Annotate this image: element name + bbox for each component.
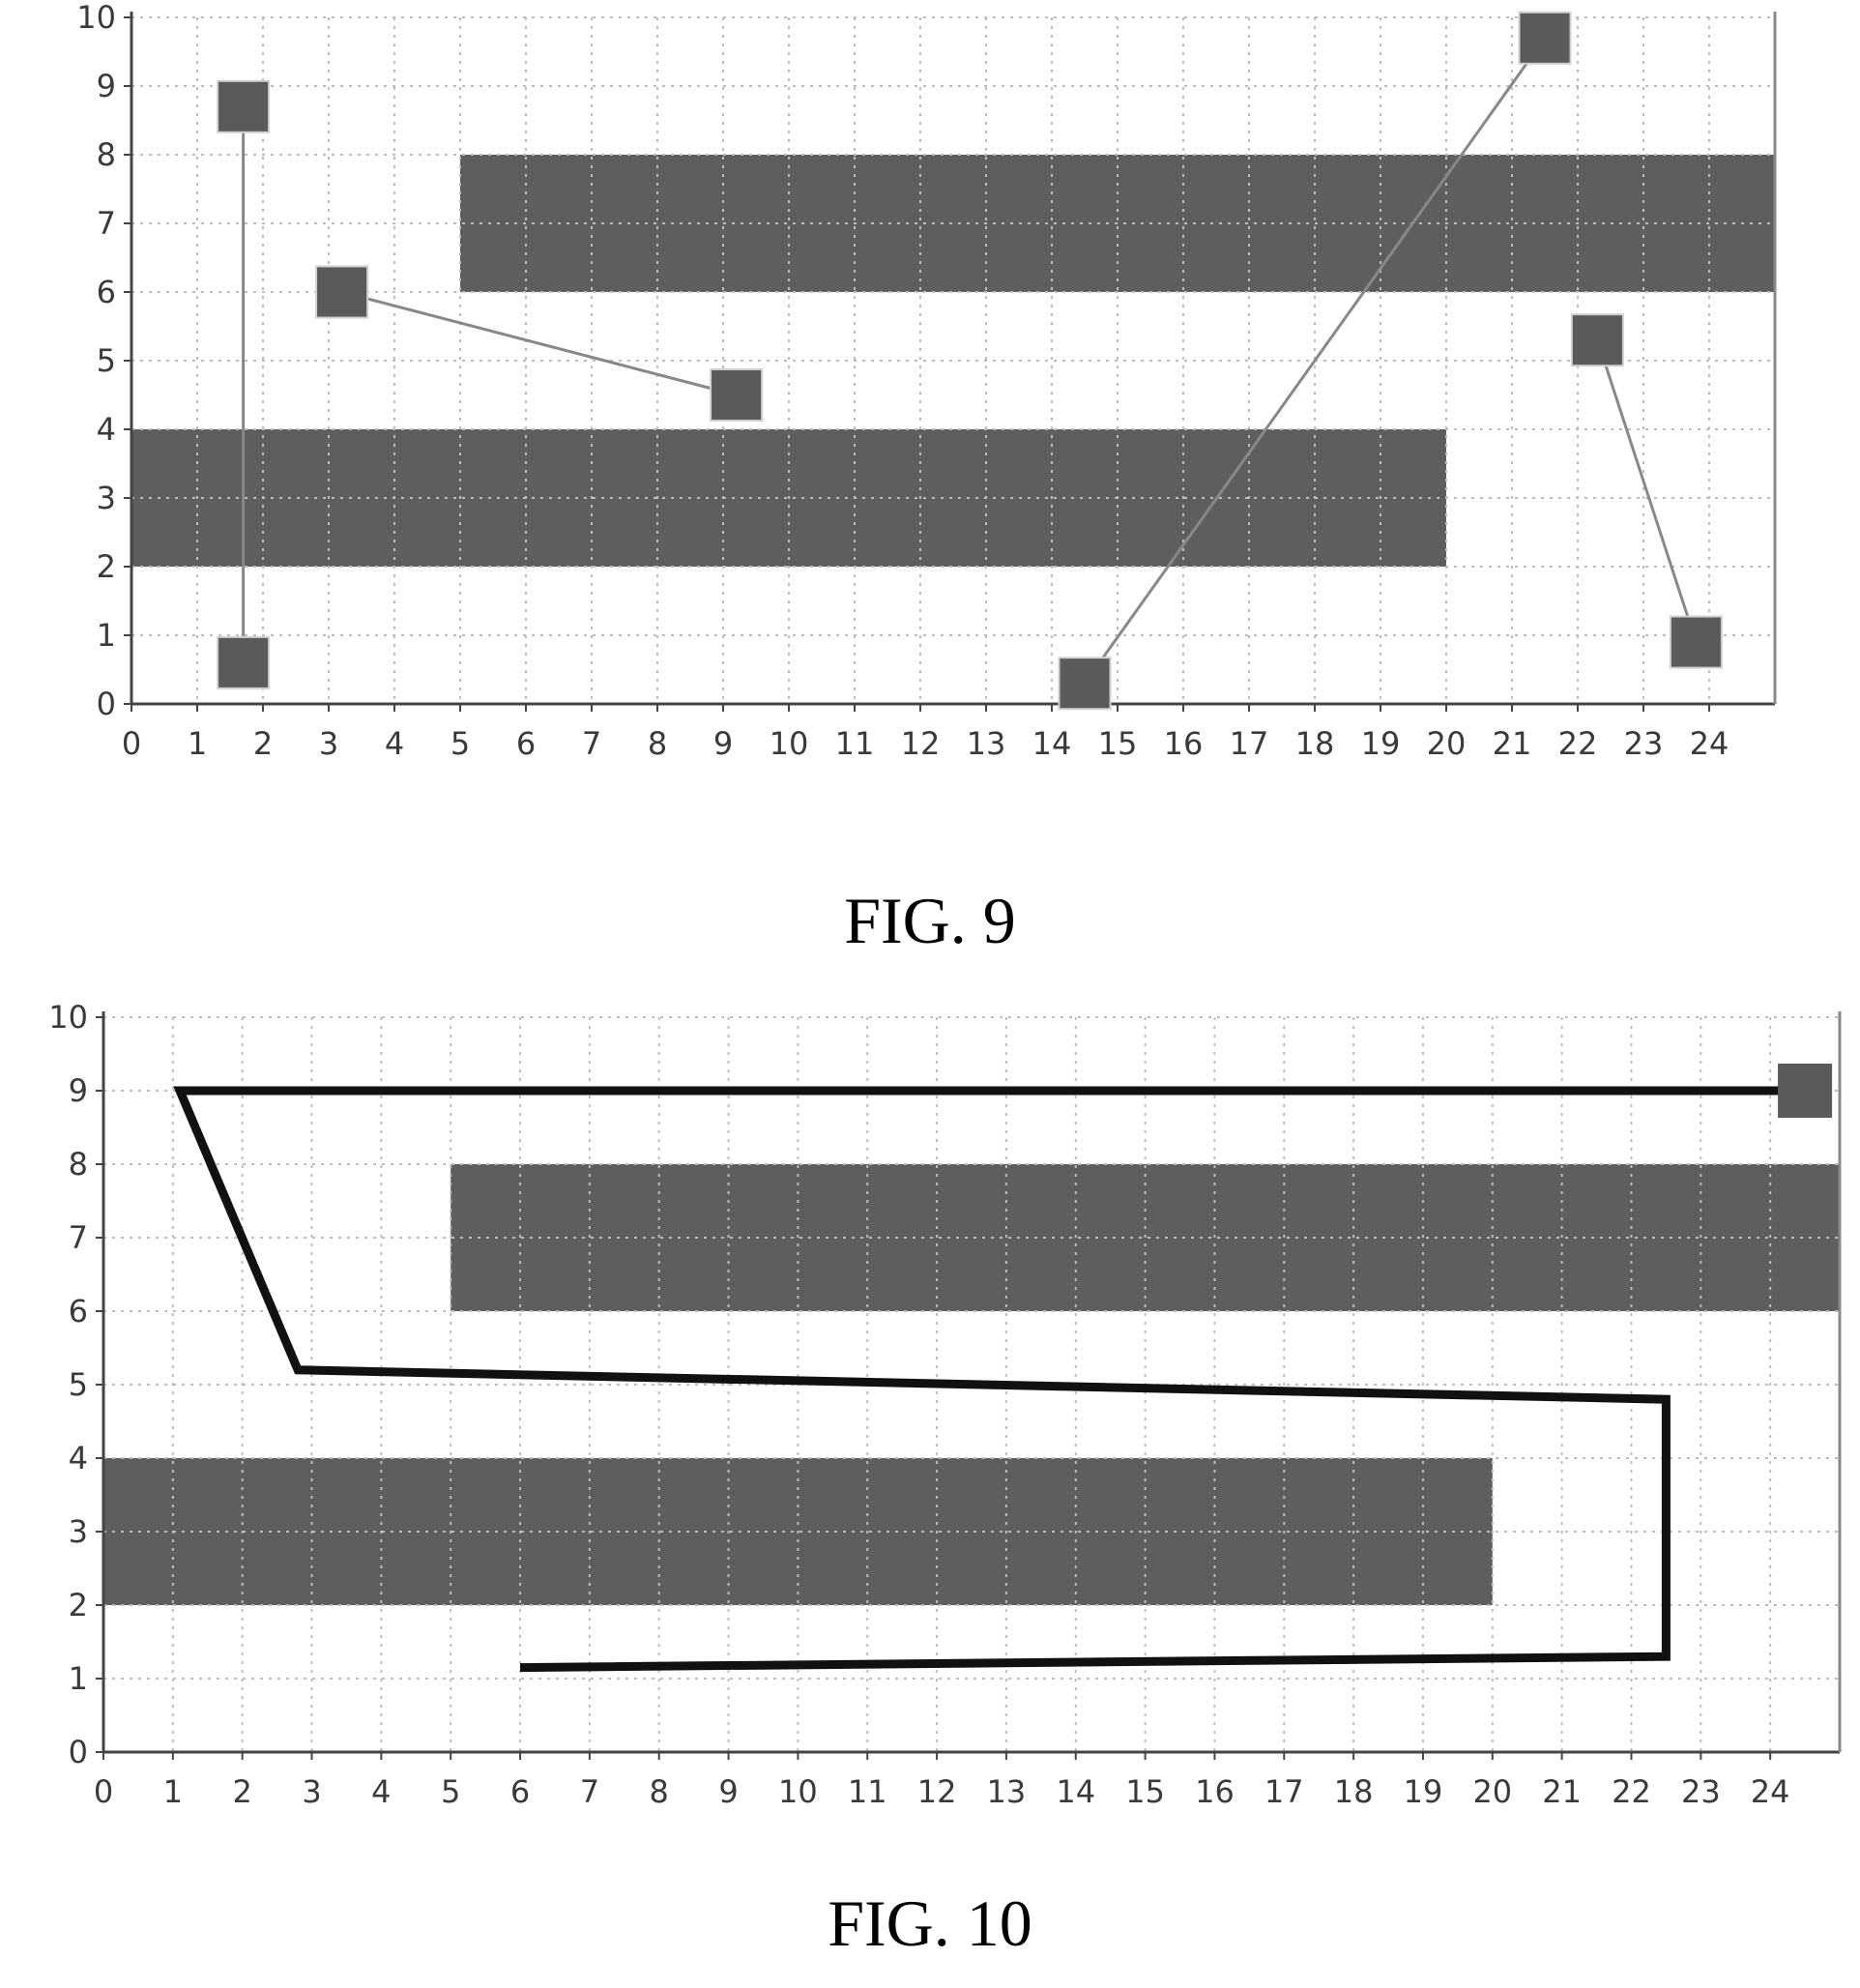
x-tick-label: 17	[1264, 1773, 1304, 1810]
y-tick-label: 5	[69, 1366, 88, 1403]
x-tick-label: 12	[901, 725, 941, 762]
route-path	[173, 1086, 1806, 1673]
fig10-caption: FIG. 10	[828, 1886, 1032, 1960]
x-tick-label: 21	[1542, 1773, 1582, 1810]
y-tick-label: 7	[97, 205, 116, 242]
x-tick-label: 3	[319, 725, 338, 762]
x-tick-label: 7	[580, 1773, 599, 1810]
waypoint-marker	[1669, 615, 1723, 669]
x-tick-label: 14	[1056, 1773, 1095, 1810]
x-tick-label: 0	[94, 1773, 113, 1810]
fig9-chart: 0 1 2 3 4 5 6 7 8 9 10 11 12 13 14 15 16 17 18 19 20 21 22 23 24…	[76, 0, 1777, 762]
x-tick-label: 8	[648, 725, 667, 762]
y-tick-label: 3	[97, 480, 116, 516]
connection-line	[1083, 37, 1547, 685]
y-tick-label: 9	[97, 68, 116, 104]
x-tick-label: 13	[967, 725, 1006, 762]
x-tick-label: 19	[1361, 725, 1401, 762]
fig9-caption: FIG. 9	[844, 884, 1016, 957]
x-tick-label: 6	[510, 1773, 530, 1810]
y-tick-label: 4	[97, 411, 116, 448]
connection-line	[341, 290, 737, 396]
waypoint-marker	[217, 79, 271, 133]
y-tick-label: 10	[76, 0, 116, 36]
x-tick-label: 12	[917, 1773, 957, 1810]
x-tick-label: 11	[835, 725, 875, 762]
x-tick-label: 9	[718, 1773, 738, 1810]
x-tick-label: 8	[650, 1773, 669, 1810]
x-tick-label: 7	[582, 725, 601, 762]
waypoint-marker	[217, 635, 271, 689]
x-tick-label: 4	[371, 1773, 391, 1810]
x-tick-label: 18	[1334, 1773, 1374, 1810]
x-tick-label: 2	[253, 725, 273, 762]
y-tick-label: 10	[48, 999, 88, 1036]
x-tick-label: 5	[441, 1773, 460, 1810]
connection-line	[1595, 339, 1698, 643]
x-tick-label: 17	[1230, 725, 1269, 762]
x-tick-label: 10	[770, 725, 809, 762]
x-tick-label: 5	[450, 725, 470, 762]
y-tick-label: 3	[69, 1513, 88, 1550]
y-tick-label: 9	[69, 1072, 88, 1109]
waypoint-marker	[1518, 11, 1572, 65]
y-tick-label: 2	[69, 1587, 88, 1623]
x-tick-label: 13	[987, 1773, 1027, 1810]
x-tick-label: 1	[188, 725, 207, 762]
x-tick-label: 1	[163, 1773, 183, 1810]
x-tick-label: 16	[1164, 725, 1204, 762]
x-tick-label: 15	[1098, 725, 1138, 762]
waypoint-marker	[1778, 1063, 1833, 1119]
x-tick-label: 23	[1624, 725, 1664, 762]
x-tick-label: 14	[1032, 725, 1072, 762]
y-tick-label: 1	[97, 617, 116, 654]
y-tick-label: 1	[69, 1660, 88, 1697]
y-tick-label: 7	[69, 1219, 88, 1256]
x-tick-label: 20	[1472, 1773, 1512, 1810]
x-tick-label: 2	[233, 1773, 252, 1810]
y-tick-label: 8	[97, 136, 116, 173]
x-tick-label: 23	[1681, 1773, 1721, 1810]
x-tick-label: 21	[1493, 725, 1532, 762]
x-tick-label: 11	[848, 1773, 887, 1810]
x-tick-label: 16	[1195, 1773, 1235, 1810]
x-tick-label: 0	[122, 725, 141, 762]
x-tick-label: 22	[1612, 1773, 1651, 1810]
y-tick-label: 0	[97, 686, 116, 722]
x-tick-label: 4	[385, 725, 404, 762]
waypoint-marker	[1570, 313, 1624, 367]
x-tick-label: 24	[1690, 725, 1729, 762]
x-tick-label: 19	[1404, 1773, 1443, 1810]
x-tick-label: 6	[516, 725, 536, 762]
y-tick-label: 6	[69, 1293, 88, 1330]
x-tick-label: 10	[778, 1773, 818, 1810]
x-tick-label: 24	[1751, 1773, 1790, 1810]
x-tick-label: 20	[1427, 725, 1467, 762]
x-tick-label: 9	[713, 725, 733, 762]
x-tick-label: 3	[302, 1773, 321, 1810]
x-tick-label: 22	[1558, 725, 1598, 762]
waypoint-marker	[710, 367, 764, 423]
y-tick-label: 8	[69, 1146, 88, 1183]
x-tick-label: 15	[1125, 1773, 1165, 1810]
y-tick-label: 6	[97, 274, 116, 310]
x-tick-label: 18	[1295, 725, 1335, 762]
waypoint-marker	[1058, 657, 1112, 711]
waypoint-marker	[315, 265, 369, 319]
y-tick-label: 0	[69, 1734, 88, 1770]
fig10-chart: 0 1 2 3 4 5 6 7 8 9 10 11 12 13 14 15 16 17 18 19 20 21 22 23 24…	[48, 999, 1842, 1810]
y-tick-label: 5	[97, 342, 116, 379]
y-tick-label: 4	[69, 1440, 88, 1476]
y-tick-label: 2	[97, 548, 116, 585]
